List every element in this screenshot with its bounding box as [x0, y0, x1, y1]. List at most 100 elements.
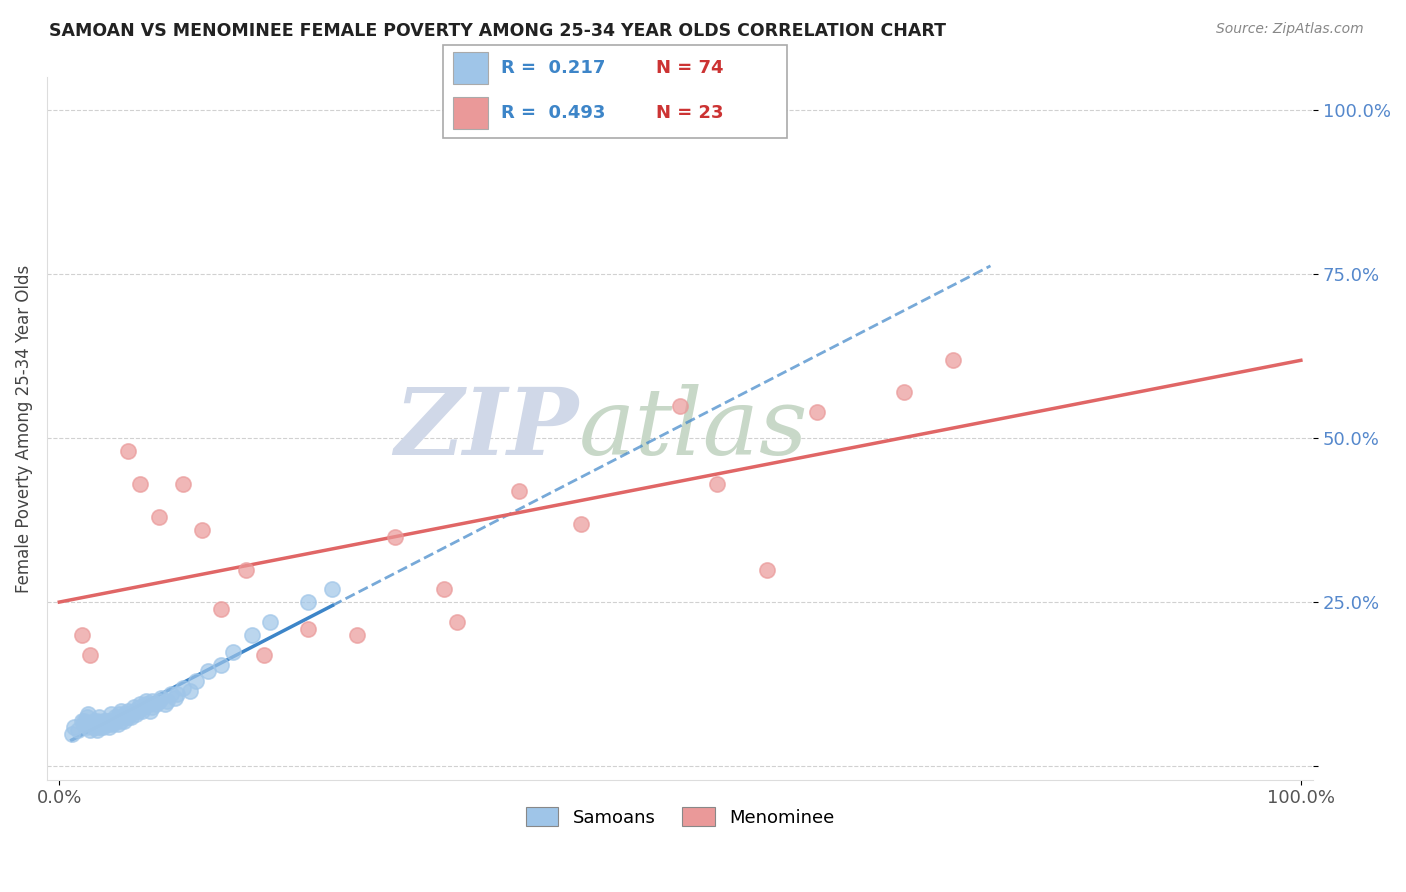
Y-axis label: Female Poverty Among 25-34 Year Olds: Female Poverty Among 25-34 Year Olds: [15, 264, 32, 592]
Point: [297, 622, 319, 636]
Point: [191, 523, 214, 537]
Point: [148, 694, 170, 708]
Point: [86, 714, 108, 728]
Point: [70, 714, 93, 728]
Point: [120, 706, 142, 721]
Point: [209, 657, 232, 672]
Point: [98, 714, 121, 728]
Point: [94, 716, 117, 731]
Text: SAMOAN VS MENOMINEE FEMALE POVERTY AMONG 25-34 YEAR OLDS CORRELATION CHART: SAMOAN VS MENOMINEE FEMALE POVERTY AMONG…: [49, 22, 946, 40]
Text: Source: ZipAtlas.com: Source: ZipAtlas.com: [1216, 22, 1364, 37]
Point: [129, 477, 152, 491]
Point: [79, 648, 101, 662]
Point: [166, 687, 188, 701]
Point: [122, 700, 145, 714]
Point: [83, 714, 105, 728]
Text: R =  0.493: R = 0.493: [502, 104, 606, 122]
Point: [156, 694, 179, 708]
Point: [893, 385, 915, 400]
Text: N = 74: N = 74: [657, 59, 724, 77]
Point: [117, 444, 139, 458]
Point: [107, 716, 129, 731]
Point: [569, 516, 592, 531]
Point: [131, 704, 153, 718]
Point: [160, 687, 183, 701]
Point: [163, 690, 186, 705]
Point: [117, 710, 139, 724]
Point: [253, 648, 276, 662]
Point: [87, 716, 110, 731]
Point: [66, 723, 89, 738]
Point: [83, 720, 105, 734]
Point: [122, 704, 145, 718]
Point: [120, 710, 142, 724]
Point: [87, 710, 110, 724]
Point: [117, 704, 139, 718]
Point: [73, 714, 96, 728]
Legend: Samoans, Menominee: Samoans, Menominee: [519, 800, 842, 834]
Point: [79, 716, 101, 731]
Point: [433, 582, 456, 597]
Point: [76, 710, 98, 724]
Point: [706, 477, 728, 491]
Point: [110, 714, 132, 728]
Text: atlas: atlas: [579, 384, 808, 474]
Point: [135, 694, 157, 708]
FancyBboxPatch shape: [453, 97, 488, 129]
Point: [135, 697, 157, 711]
Point: [91, 720, 114, 734]
Point: [141, 694, 163, 708]
Point: [60, 727, 83, 741]
Point: [384, 530, 406, 544]
FancyBboxPatch shape: [453, 52, 488, 84]
Point: [132, 700, 155, 714]
Point: [756, 563, 779, 577]
Point: [91, 714, 114, 728]
Point: [96, 714, 118, 728]
Point: [98, 716, 121, 731]
Point: [141, 700, 163, 714]
Point: [508, 483, 530, 498]
Point: [259, 615, 281, 629]
Point: [669, 399, 692, 413]
Point: [108, 706, 131, 721]
Text: R =  0.217: R = 0.217: [502, 59, 606, 77]
Point: [145, 697, 167, 711]
Point: [86, 723, 108, 738]
Point: [209, 602, 232, 616]
Point: [104, 714, 127, 728]
Point: [240, 628, 263, 642]
Point: [112, 714, 135, 728]
Point: [197, 665, 219, 679]
Text: N = 23: N = 23: [657, 104, 724, 122]
Point: [104, 710, 127, 724]
Point: [73, 716, 96, 731]
Point: [110, 710, 132, 724]
Point: [125, 706, 148, 721]
Point: [139, 704, 162, 718]
Point: [89, 720, 111, 734]
Point: [91, 716, 114, 731]
Point: [86, 720, 108, 734]
Point: [110, 704, 132, 718]
Point: [222, 645, 245, 659]
Point: [179, 684, 201, 698]
FancyBboxPatch shape: [443, 45, 787, 138]
Point: [127, 704, 149, 718]
Point: [98, 720, 121, 734]
Point: [70, 628, 93, 642]
Point: [63, 720, 86, 734]
Point: [100, 706, 122, 721]
Point: [138, 697, 160, 711]
Point: [129, 697, 152, 711]
Point: [184, 674, 207, 689]
Point: [172, 477, 194, 491]
Point: [321, 582, 343, 597]
Point: [235, 563, 257, 577]
Point: [446, 615, 468, 629]
Point: [153, 697, 176, 711]
Point: [79, 723, 101, 738]
Point: [806, 405, 828, 419]
Point: [101, 716, 124, 731]
Point: [172, 681, 194, 695]
